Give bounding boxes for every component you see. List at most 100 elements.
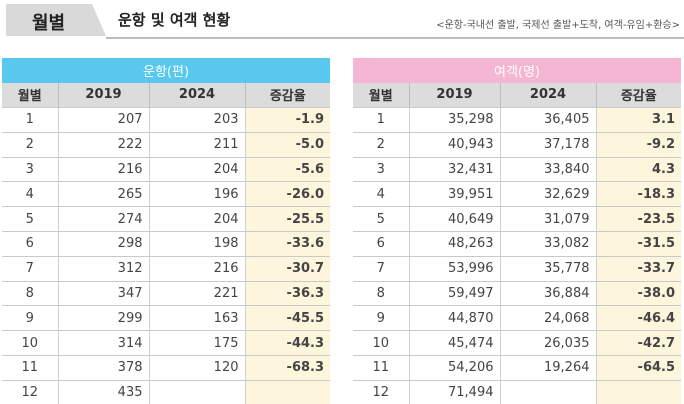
table-row: 5 274 204 -25.5 (2, 206, 331, 233)
value-2024-cell: 33,840 (500, 157, 597, 183)
section-tab: 월별 (6, 4, 106, 36)
rate-cell: 4.3 (596, 157, 682, 183)
rate-cell: -30.7 (245, 256, 331, 282)
rate-cell: -42.7 (596, 330, 682, 357)
value-2024-cell (149, 380, 246, 404)
table-row: 4 265 196 -26.0 (2, 181, 331, 208)
value-2019-cell: 48,263 (409, 231, 501, 257)
col-2024: 2024 (500, 82, 597, 109)
value-2024-cell: 198 (149, 231, 246, 257)
rate-cell: -33.6 (245, 231, 331, 257)
value-2019-cell: 216 (58, 157, 150, 183)
table-row: 8 347 221 -36.3 (2, 281, 331, 307)
table-row: 7 53,996 35,778 -33.7 (353, 256, 682, 282)
month-cell: 8 (353, 281, 410, 307)
month-cell: 9 (2, 305, 59, 332)
value-2019-cell: 299 (58, 305, 150, 332)
month-cell: 10 (2, 330, 59, 357)
rate-cell: -9.2 (596, 132, 682, 158)
value-2019-cell: 54,206 (409, 355, 501, 381)
page-header: 월별 운항 및 여객 현황 <운항-국내선 출발, 국제선 출발+도착, 여객-… (0, 0, 684, 40)
value-2024-cell: 32,629 (500, 181, 597, 208)
value-2024-cell: 211 (149, 132, 246, 158)
value-2019-cell: 44,870 (409, 305, 501, 332)
table-row: 4 39,951 32,629 -18.3 (353, 181, 682, 208)
value-2019-cell: 71,494 (409, 380, 501, 404)
value-2024-cell: 120 (149, 355, 246, 381)
value-2019-cell: 222 (58, 132, 150, 158)
table-row: 11 54,206 19,264 -64.5 (353, 355, 682, 381)
rate-cell: -1.9 (245, 107, 331, 133)
col-rate: 증감율 (596, 82, 682, 109)
table-row: 10 314 175 -44.3 (2, 330, 331, 357)
rate-cell: -23.5 (596, 206, 682, 233)
table-row: 9 299 163 -45.5 (2, 305, 331, 332)
value-2019-cell: 265 (58, 181, 150, 208)
rate-cell: 3.1 (596, 107, 682, 133)
month-cell: 6 (353, 231, 410, 257)
value-2019-cell: 59,497 (409, 281, 501, 307)
month-cell: 1 (2, 107, 59, 133)
value-2019-cell: 312 (58, 256, 150, 282)
value-2019-cell: 40,943 (409, 132, 501, 158)
month-cell: 10 (353, 330, 410, 357)
table-row: 12 71,494 (353, 380, 682, 404)
value-2019-cell: 35,298 (409, 107, 501, 133)
month-cell: 6 (2, 231, 59, 257)
header-note: <운항-국내선 출발, 국제선 출발+도착, 여객-유임+환승> (436, 20, 680, 31)
month-cell: 3 (353, 157, 410, 183)
value-2019-cell: 207 (58, 107, 150, 133)
rate-cell (245, 380, 331, 404)
col-month: 월별 (2, 82, 59, 109)
header-divider (106, 37, 684, 39)
table-row: 2 40,943 37,178 -9.2 (353, 132, 682, 158)
month-cell: 4 (353, 181, 410, 208)
value-2024-cell: 216 (149, 256, 246, 282)
rate-cell: -31.5 (596, 231, 682, 257)
month-cell: 7 (353, 256, 410, 282)
table-row: 10 45,474 26,035 -42.7 (353, 330, 682, 357)
month-cell: 3 (2, 157, 59, 183)
value-2019-cell: 347 (58, 281, 150, 307)
value-2024-cell: 203 (149, 107, 246, 133)
month-cell: 5 (2, 206, 59, 233)
month-cell: 9 (353, 305, 410, 332)
value-2024-cell: 36,405 (500, 107, 597, 133)
rate-cell: -64.5 (596, 355, 682, 381)
value-2019-cell: 40,649 (409, 206, 501, 233)
value-2019-cell: 378 (58, 355, 150, 381)
value-2024-cell: 204 (149, 206, 246, 233)
month-cell: 2 (2, 132, 59, 158)
passengers-group-header: 여객(명) (353, 58, 682, 83)
value-2024-cell: 33,082 (500, 231, 597, 257)
rate-cell: -36.3 (245, 281, 331, 307)
rate-cell: -5.6 (245, 157, 331, 183)
rate-cell: -68.3 (245, 355, 331, 381)
value-2024-cell: 35,778 (500, 256, 597, 282)
table-row: 3 216 204 -5.6 (2, 157, 331, 183)
value-2024-cell: 37,178 (500, 132, 597, 158)
value-2019-cell: 45,474 (409, 330, 501, 357)
month-cell: 8 (2, 281, 59, 307)
rate-cell: -45.5 (245, 305, 331, 332)
table-row: 6 48,263 33,082 -31.5 (353, 231, 682, 257)
value-2024-cell: 36,884 (500, 281, 597, 307)
month-cell: 11 (353, 355, 410, 381)
rate-cell: -33.7 (596, 256, 682, 282)
table-row: 1 207 203 -1.9 (2, 107, 331, 133)
value-2019-cell: 298 (58, 231, 150, 257)
rate-cell: -25.5 (245, 206, 331, 233)
table-row: 6 298 198 -33.6 (2, 231, 331, 257)
value-2024-cell: 196 (149, 181, 246, 208)
rate-cell (596, 380, 682, 404)
value-2024-cell (500, 380, 597, 404)
table-row: 2 222 211 -5.0 (2, 132, 331, 158)
month-cell: 5 (353, 206, 410, 233)
col-2019: 2019 (58, 82, 150, 109)
rate-cell: -26.0 (245, 181, 331, 208)
section-tab-label: 월별 (32, 13, 66, 34)
value-2024-cell: 24,068 (500, 305, 597, 332)
col-rate: 증감율 (245, 82, 331, 109)
page-title: 운항 및 여객 현황 (118, 11, 231, 29)
flights-table: 운항(편) 월별 2019 2024 증감율 1 207 203 -1.9 2 222 21… (2, 58, 331, 404)
